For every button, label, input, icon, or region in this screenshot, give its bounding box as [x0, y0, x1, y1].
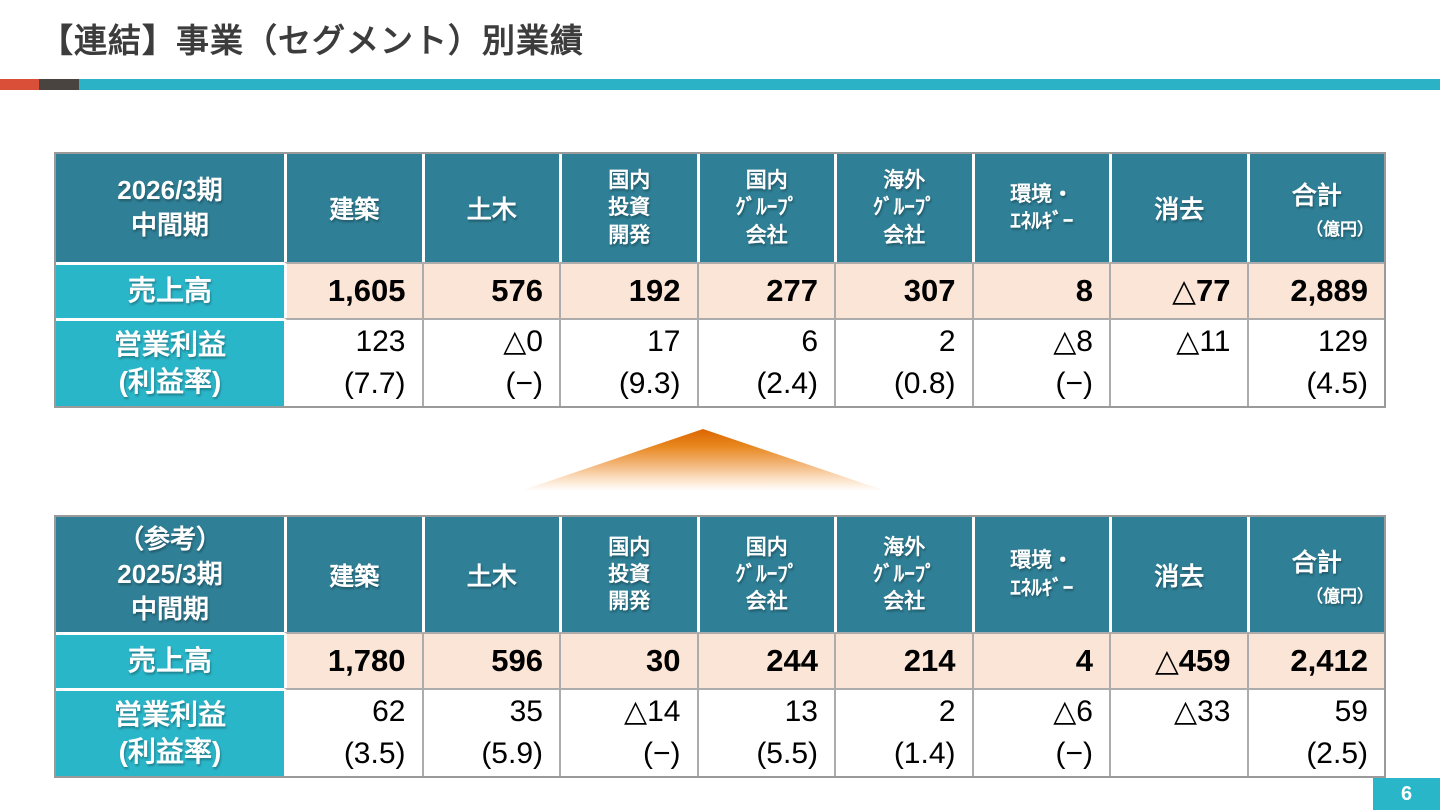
sales-civil-engineering: 576	[421, 262, 559, 318]
col-header-domestic-group: 国内 ｸﾞﾙｰﾌﾟ 会社	[696, 517, 834, 632]
sales-elimination: △77	[1109, 262, 1247, 318]
col-header-domestic-investment-dev: 国内 投資 開発	[559, 517, 697, 632]
sales-construction: 1,605	[284, 262, 422, 318]
sales-construction: 1,780	[284, 632, 422, 688]
sales-overseas-group: 307	[834, 262, 972, 318]
sales-total: 2,412	[1246, 632, 1384, 688]
period-line: 中間期	[130, 594, 209, 625]
profit-domestic-group: 13 (5.5)	[696, 688, 834, 776]
period-header: （参考） 2025/3期 中間期	[56, 517, 284, 632]
profit-environment-energy: △8 (−)	[971, 318, 1109, 406]
segment-table-fy2025-interim: （参考） 2025/3期 中間期 建築 土木 国内 投資 開発 国内 ｸﾞﾙｰﾌ…	[54, 515, 1386, 778]
profit-domestic-group: 6 (2.4)	[696, 318, 834, 406]
profit-civil-engineering: 35 (5.9)	[421, 688, 559, 776]
profit-civil-engineering: △0 (−)	[421, 318, 559, 406]
accent-segment-orange	[0, 79, 39, 90]
sales-total: 2,889	[1246, 262, 1384, 318]
col-header-civil-engineering: 土木	[421, 154, 559, 262]
profit-overseas-group: 2 (1.4)	[834, 688, 972, 776]
profit-total: 59 (2.5)	[1246, 688, 1384, 776]
sales-environment-energy: 4	[971, 632, 1109, 688]
profit-overseas-group: 2 (0.8)	[834, 318, 972, 406]
col-header-environment-energy: 環境・ ｴﾈﾙｷﾞｰ	[971, 154, 1109, 262]
sales-domestic-investment-dev: 192	[559, 262, 697, 318]
profit-domestic-investment-dev: 17 (9.3)	[559, 318, 697, 406]
sales-domestic-investment-dev: 30	[559, 632, 697, 688]
col-header-overseas-group: 海外 ｸﾞﾙｰﾌﾟ 会社	[834, 517, 972, 632]
col-header-overseas-group: 海外 ｸﾞﾙｰﾌﾟ 会社	[834, 154, 972, 262]
col-header-environment-energy: 環境・ ｴﾈﾙｷﾞｰ	[971, 517, 1109, 632]
profit-elimination: △33	[1109, 688, 1247, 776]
sales-environment-energy: 8	[971, 262, 1109, 318]
profit-total: 129 (4.5)	[1246, 318, 1384, 406]
unit-label: （億円）	[1306, 586, 1374, 606]
row-label-operating-profit: 営業利益 (利益率)	[56, 688, 284, 776]
title-underline-bar	[0, 79, 1440, 90]
period-line: 中間期	[130, 210, 209, 240]
up-arrow-decoration	[520, 429, 886, 491]
col-header-total: 合計 （億円）	[1246, 154, 1384, 262]
sales-domestic-group: 277	[696, 262, 834, 318]
col-header-construction: 建築	[284, 154, 422, 262]
period-line: （参考）	[117, 523, 222, 554]
profit-construction: 62 (3.5)	[284, 688, 422, 776]
period-line: 2025/3期	[117, 558, 223, 589]
period-line: 2026/3期	[117, 174, 223, 205]
row-label-operating-profit: 営業利益 (利益率)	[56, 318, 284, 406]
sales-civil-engineering: 596	[421, 632, 559, 688]
unit-label: （億円）	[1306, 220, 1374, 239]
col-header-domestic-investment-dev: 国内 投資 開発	[559, 154, 697, 262]
row-label-sales: 売上高	[56, 262, 284, 318]
profit-elimination: △11	[1109, 318, 1247, 406]
col-header-domestic-group: 国内 ｸﾞﾙｰﾌﾟ 会社	[696, 154, 834, 262]
page-title: 【連結】事業（セグメント）別業績	[40, 22, 584, 59]
col-header-civil-engineering: 土木	[421, 517, 559, 632]
profit-construction: 123 (7.7)	[284, 318, 422, 406]
col-header-elimination: 消去	[1109, 517, 1247, 632]
segment-table-fy2026-interim: 2026/3期 中間期 建築 土木 国内 投資 開発 国内 ｸﾞﾙｰﾌﾟ 会社 …	[54, 152, 1386, 408]
profit-domestic-investment-dev: △14 (−)	[559, 688, 697, 776]
col-header-elimination: 消去	[1109, 154, 1247, 262]
sales-elimination: △459	[1109, 632, 1247, 688]
sales-overseas-group: 214	[834, 632, 972, 688]
col-header-construction: 建築	[284, 517, 422, 632]
accent-segment-dark	[39, 79, 79, 90]
col-header-total: 合計 （億円）	[1246, 517, 1384, 632]
sales-domestic-group: 244	[696, 632, 834, 688]
page-number: 6	[1373, 778, 1440, 810]
row-label-sales: 売上高	[56, 632, 284, 688]
accent-segment-teal	[79, 79, 1440, 90]
period-header: 2026/3期 中間期	[56, 154, 284, 262]
profit-environment-energy: △6 (−)	[971, 688, 1109, 776]
